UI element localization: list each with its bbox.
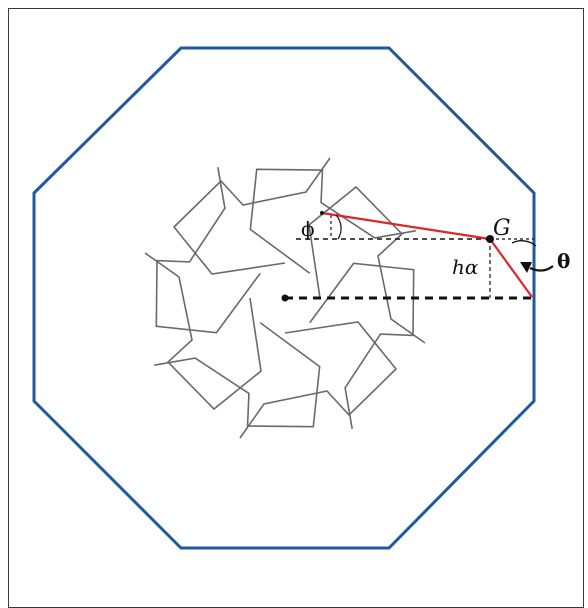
star-petal xyxy=(309,262,415,429)
star-petal xyxy=(308,185,426,344)
phi-label: ϕ xyxy=(301,217,315,241)
center-point xyxy=(281,294,289,302)
outer-octagon xyxy=(32,46,536,550)
phi-angle-arc xyxy=(335,214,342,240)
star-petal xyxy=(144,252,262,411)
geometric-star-diagram: ϕ G hα θ xyxy=(32,46,570,550)
highlight-segment-upper xyxy=(321,211,491,241)
theta-label: θ xyxy=(557,249,570,273)
star-petal xyxy=(155,167,261,334)
phi-vertex-point xyxy=(320,211,324,215)
interlaced-star-pattern xyxy=(144,157,426,439)
theta-angle-arc xyxy=(511,240,537,247)
highlight-segment-lower xyxy=(489,238,533,298)
theta-pointer-arrow xyxy=(529,265,554,272)
theta-arrowhead xyxy=(520,262,532,273)
star-petal xyxy=(154,322,321,428)
g-label: G xyxy=(493,216,511,241)
star-petal xyxy=(239,321,398,439)
star-petal xyxy=(249,168,416,274)
figure-frame xyxy=(8,8,584,608)
point-g xyxy=(486,235,494,243)
h-alpha-label: hα xyxy=(452,255,479,279)
